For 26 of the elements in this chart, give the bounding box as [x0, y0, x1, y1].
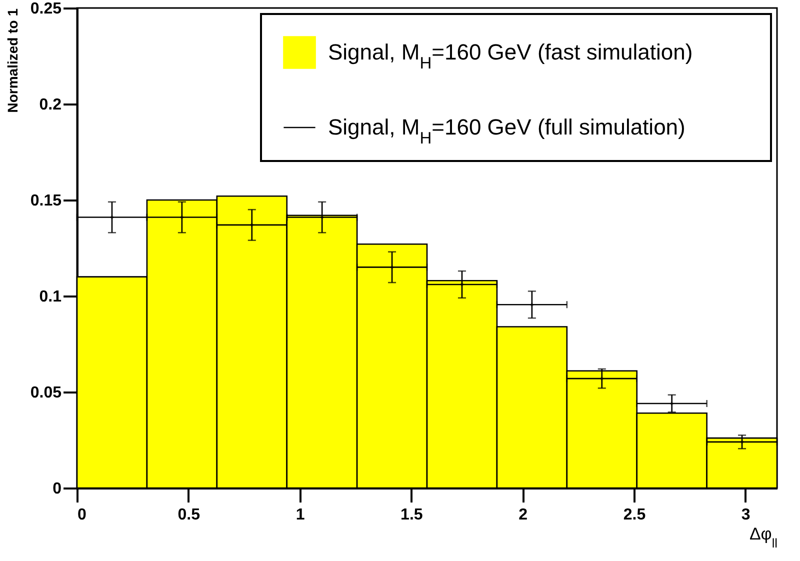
x-tick-label: 1.5 [400, 506, 423, 524]
x-tick-label: 3 [741, 506, 750, 524]
x-axis-title: Δφ$_{ll}$ [749, 524, 778, 550]
y-tick-label: 0.25 [30, 0, 62, 18]
y-axis-title: Normalized to 1 [4, 8, 20, 113]
point [390, 265, 394, 269]
y-tick-label: 0.05 [30, 384, 62, 402]
y-tick-label: 0.1 [39, 288, 62, 306]
y-tick-label: 0.2 [39, 96, 62, 114]
point [320, 216, 324, 220]
x-tick-label: 2 [518, 506, 528, 524]
x-tick-label: 1 [296, 506, 305, 524]
point [740, 440, 744, 444]
y-tick-label: 0 [52, 480, 62, 498]
x-tick-label: 0 [78, 506, 86, 524]
legend-label: Signal, M$_{H}$=160 GeV (fast simulation) [328, 40, 693, 72]
point [530, 302, 534, 306]
x-tick-label: 0.5 [178, 506, 200, 524]
legend-label: Signal, M$_{H}$=160 GeV (full simulation) [328, 114, 686, 148]
point [110, 216, 114, 220]
y-tick-label: 0.15 [30, 192, 62, 210]
point [180, 216, 184, 220]
x-tick-label: 2.5 [623, 506, 646, 524]
point [600, 376, 604, 380]
point [250, 223, 254, 227]
point [670, 402, 674, 406]
